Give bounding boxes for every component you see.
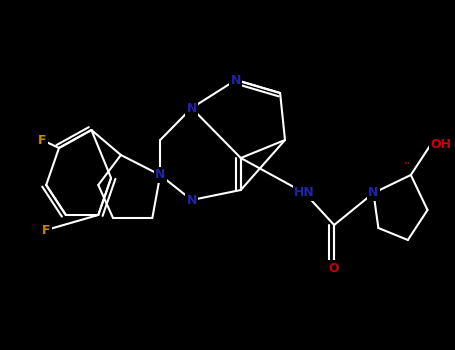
- Text: OH: OH: [430, 139, 451, 152]
- Text: F: F: [42, 224, 51, 237]
- Text: N: N: [187, 102, 197, 114]
- Text: N: N: [368, 187, 379, 199]
- Text: N: N: [187, 194, 197, 206]
- Text: N: N: [155, 168, 165, 182]
- Text: O: O: [329, 261, 339, 274]
- Text: ''': ''': [403, 162, 410, 171]
- Text: F: F: [38, 133, 46, 147]
- Text: N: N: [231, 74, 241, 86]
- Text: HN: HN: [294, 187, 315, 199]
